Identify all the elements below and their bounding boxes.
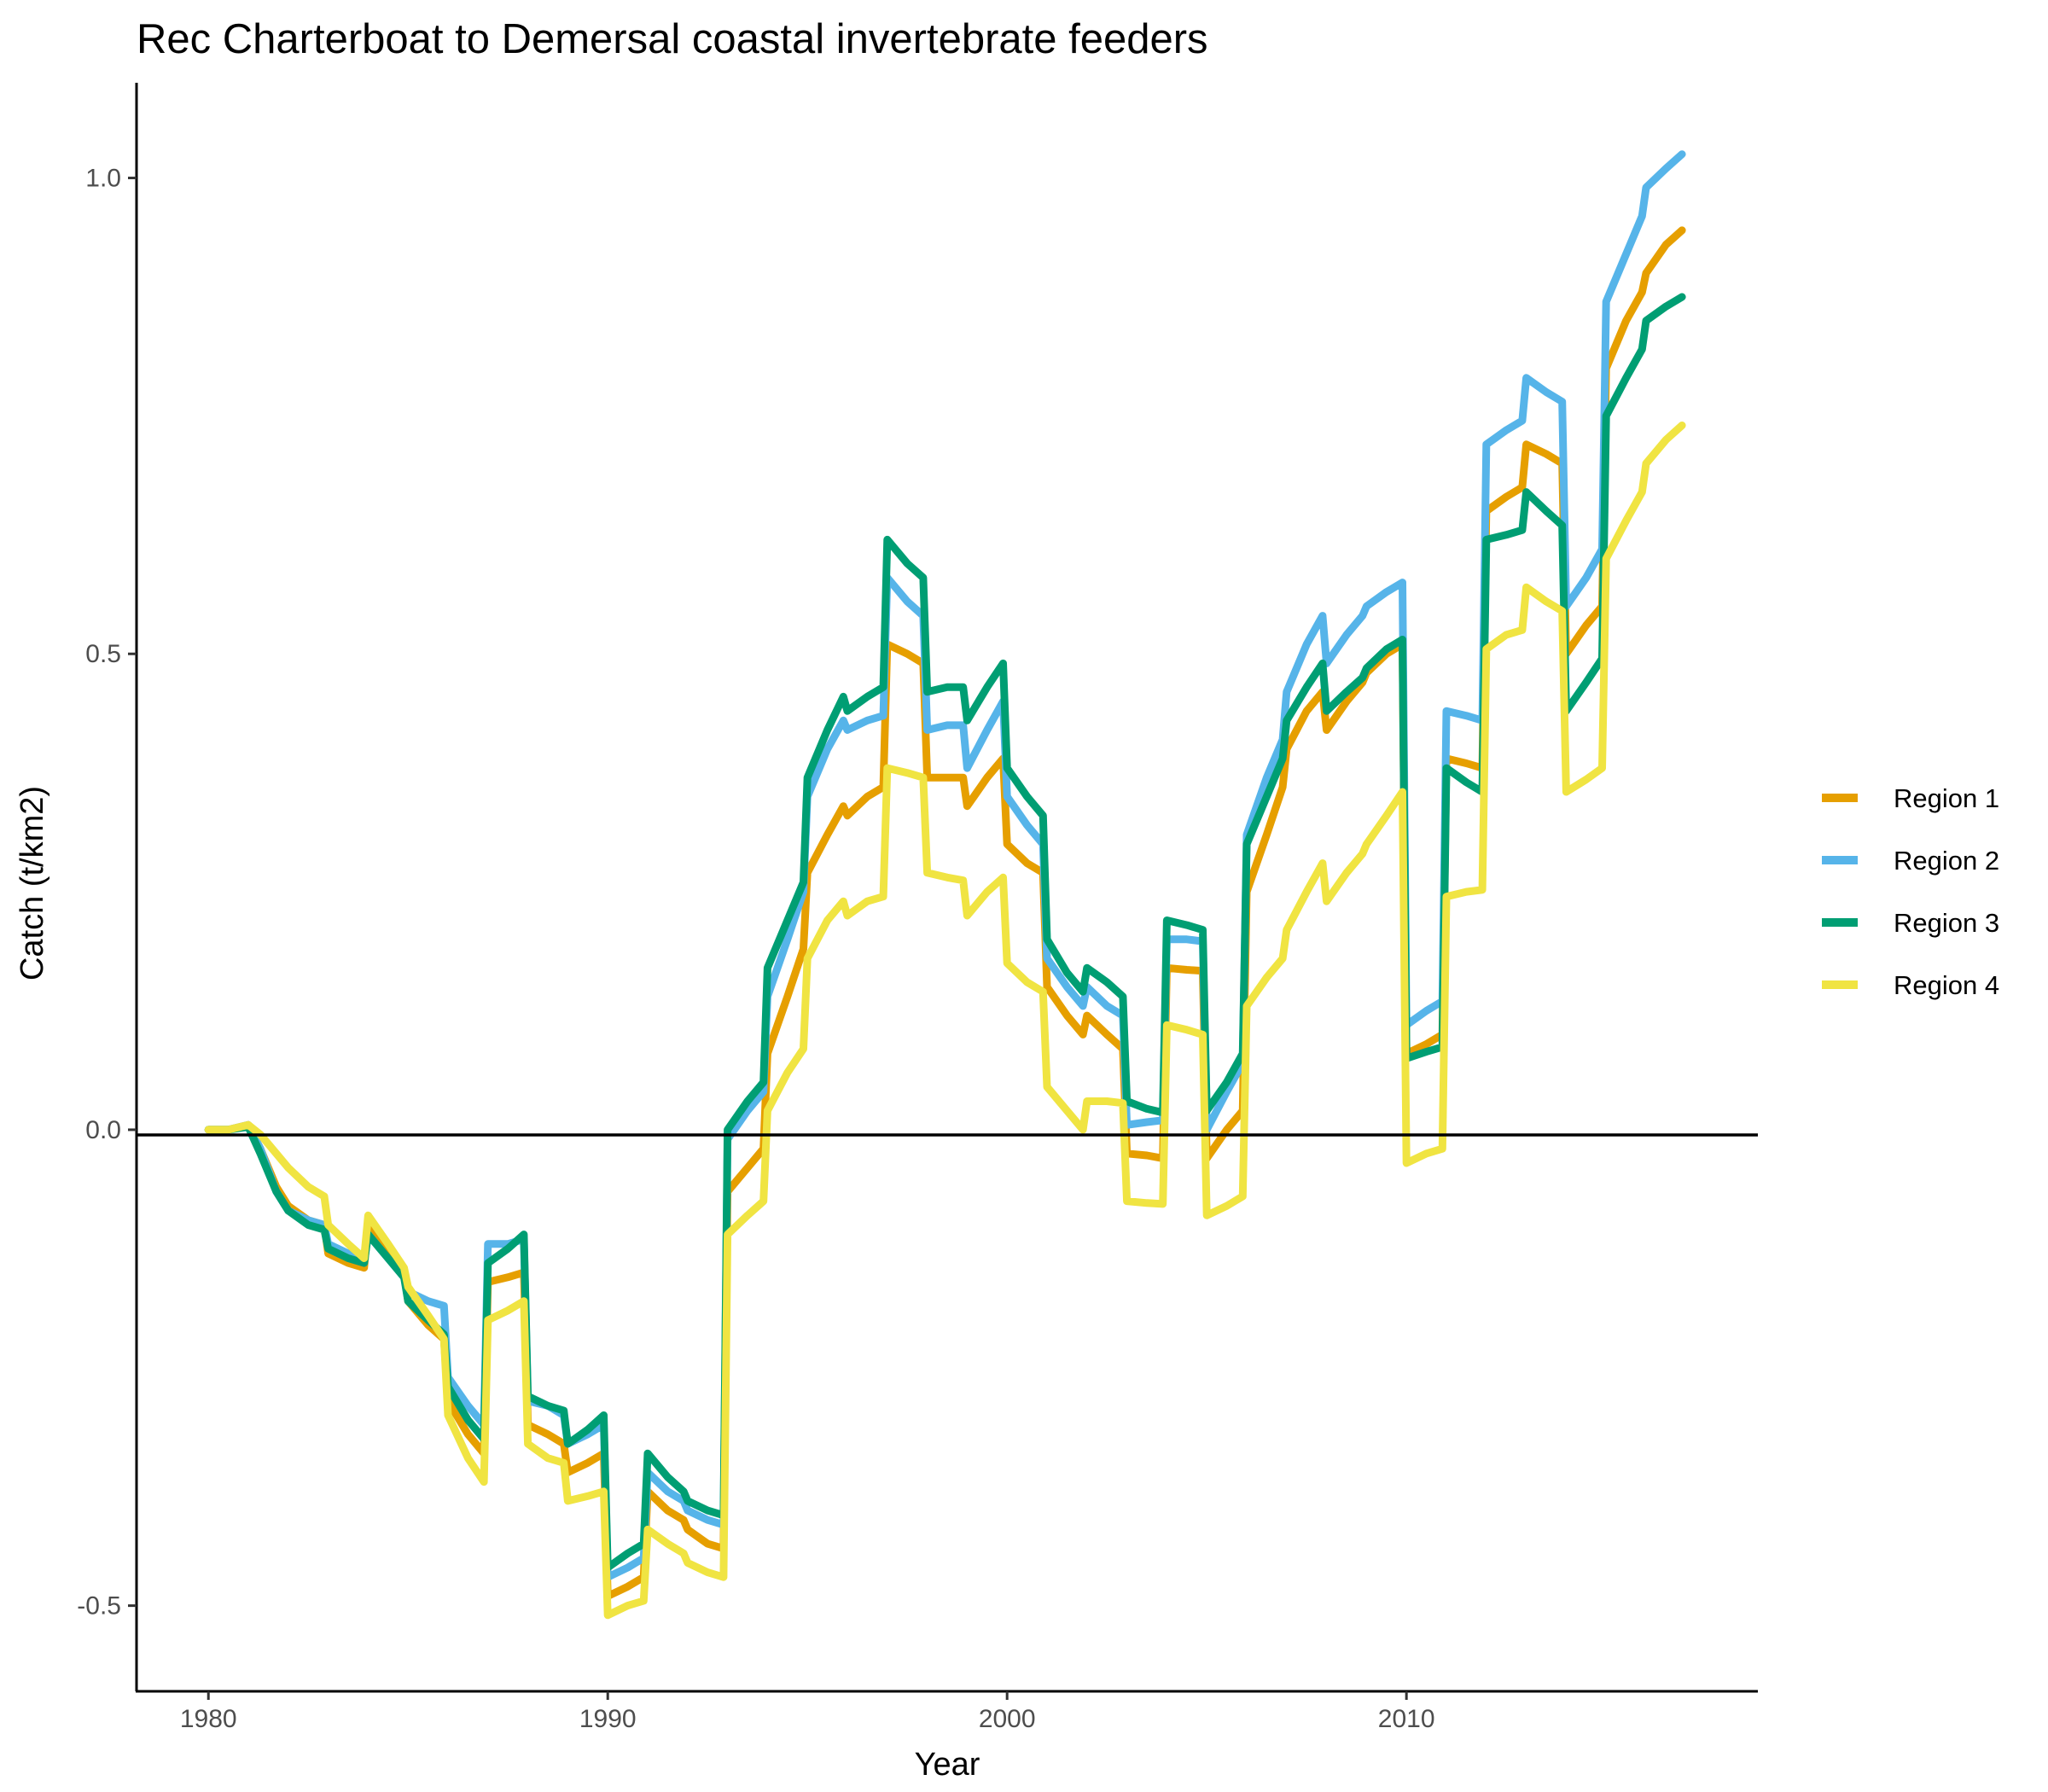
- series-line-region-3: [204, 293, 1686, 1572]
- legend-label-region-4: Region 4: [1894, 970, 1999, 1000]
- y-ticks: -0.5 0.0 0.5 1.0: [77, 165, 137, 1620]
- series-line-region-1: [204, 226, 1686, 1600]
- legend-label-region-2: Region 2: [1894, 846, 1999, 876]
- x-ticks: 1980 1990 2000 2010: [180, 1691, 1435, 1733]
- legend-label-region-3: Region 3: [1894, 908, 1999, 938]
- x-tick-label: 1980: [180, 1705, 237, 1733]
- y-tick-label: -0.5: [77, 1592, 121, 1620]
- x-tick-label: 2010: [1378, 1705, 1435, 1733]
- series-line-region-2: [204, 150, 1686, 1581]
- y-tick-label: 0.5: [85, 640, 121, 668]
- y-axis-title: Catch (t/km2): [15, 786, 50, 980]
- x-tick-label: 1990: [579, 1705, 637, 1733]
- series-layer: [204, 150, 1686, 1620]
- series-line-region-4: [204, 422, 1686, 1620]
- chart-title: Rec Charterboat to Demersal coastal inve…: [137, 16, 1208, 62]
- legend: Region 1 Region 2 Region 3 Region 4: [1822, 783, 1999, 1000]
- y-tick-label: 1.0: [85, 165, 121, 193]
- y-tick-label: 0.0: [85, 1116, 121, 1144]
- legend-label-region-1: Region 1: [1894, 783, 1999, 813]
- x-tick-label: 2000: [979, 1705, 1036, 1733]
- x-axis-title: Year: [915, 1747, 980, 1783]
